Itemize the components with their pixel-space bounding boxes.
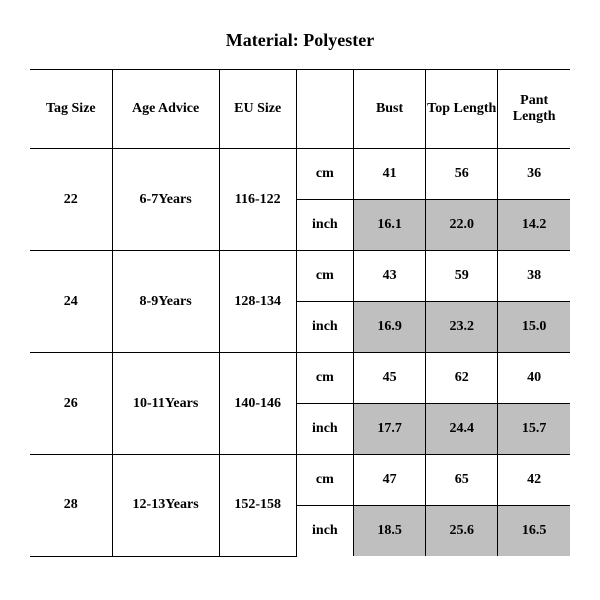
- cell-tag-size: 24: [30, 251, 112, 353]
- cell-bust: 18.5: [353, 506, 425, 557]
- cell-pant-length: 15.7: [498, 404, 570, 455]
- cell-bust: 47: [353, 455, 425, 506]
- col-top-length: Top Length: [426, 70, 498, 149]
- cell-top-length: 25.6: [426, 506, 498, 557]
- col-eu-size: EU Size: [219, 70, 296, 149]
- cell-eu-size: 152-158: [219, 455, 296, 557]
- cell-unit-cm: cm: [296, 149, 353, 200]
- cell-unit-cm: cm: [296, 455, 353, 506]
- col-age-advice: Age Advice: [112, 70, 219, 149]
- cell-unit-inch: inch: [296, 404, 353, 455]
- cell-pant-length: 36: [498, 149, 570, 200]
- cell-unit-inch: inch: [296, 302, 353, 353]
- cell-pant-length: 42: [498, 455, 570, 506]
- cell-eu-size: 128-134: [219, 251, 296, 353]
- table-header-row: Tag Size Age Advice EU Size Bust Top Len…: [30, 70, 570, 149]
- cell-eu-size: 140-146: [219, 353, 296, 455]
- table-row: 22 6-7Years 116-122 cm 41 56 36: [30, 149, 570, 200]
- table-row: 28 12-13Years 152-158 cm 47 65 42: [30, 455, 570, 506]
- cell-pant-length: 40: [498, 353, 570, 404]
- cell-bust: 41: [353, 149, 425, 200]
- col-pant-length: Pant Length: [498, 70, 570, 149]
- cell-unit-inch: inch: [296, 506, 353, 557]
- cell-tag-size: 28: [30, 455, 112, 557]
- cell-top-length: 22.0: [426, 200, 498, 251]
- cell-eu-size: 116-122: [219, 149, 296, 251]
- cell-top-length: 62: [426, 353, 498, 404]
- cell-bust: 16.1: [353, 200, 425, 251]
- cell-bust: 16.9: [353, 302, 425, 353]
- table-row: 26 10-11Years 140-146 cm 45 62 40: [30, 353, 570, 404]
- cell-bust: 45: [353, 353, 425, 404]
- cell-pant-length: 16.5: [498, 506, 570, 557]
- cell-age-advice: 12-13Years: [112, 455, 219, 557]
- cell-pant-length: 15.0: [498, 302, 570, 353]
- cell-tag-size: 26: [30, 353, 112, 455]
- cell-age-advice: 8-9Years: [112, 251, 219, 353]
- cell-top-length: 59: [426, 251, 498, 302]
- cell-unit-inch: inch: [296, 200, 353, 251]
- page-title: Material: Polyester: [30, 30, 570, 51]
- cell-pant-length: 38: [498, 251, 570, 302]
- table-row: 24 8-9Years 128-134 cm 43 59 38: [30, 251, 570, 302]
- cell-top-length: 24.4: [426, 404, 498, 455]
- cell-top-length: 23.2: [426, 302, 498, 353]
- cell-unit-cm: cm: [296, 251, 353, 302]
- cell-tag-size: 22: [30, 149, 112, 251]
- cell-top-length: 56: [426, 149, 498, 200]
- cell-unit-cm: cm: [296, 353, 353, 404]
- cell-bust: 17.7: [353, 404, 425, 455]
- cell-top-length: 65: [426, 455, 498, 506]
- col-unit: [296, 70, 353, 149]
- cell-age-advice: 10-11Years: [112, 353, 219, 455]
- col-tag-size: Tag Size: [30, 70, 112, 149]
- cell-bust: 43: [353, 251, 425, 302]
- size-table: Tag Size Age Advice EU Size Bust Top Len…: [30, 69, 570, 557]
- cell-age-advice: 6-7Years: [112, 149, 219, 251]
- cell-pant-length: 14.2: [498, 200, 570, 251]
- col-bust: Bust: [353, 70, 425, 149]
